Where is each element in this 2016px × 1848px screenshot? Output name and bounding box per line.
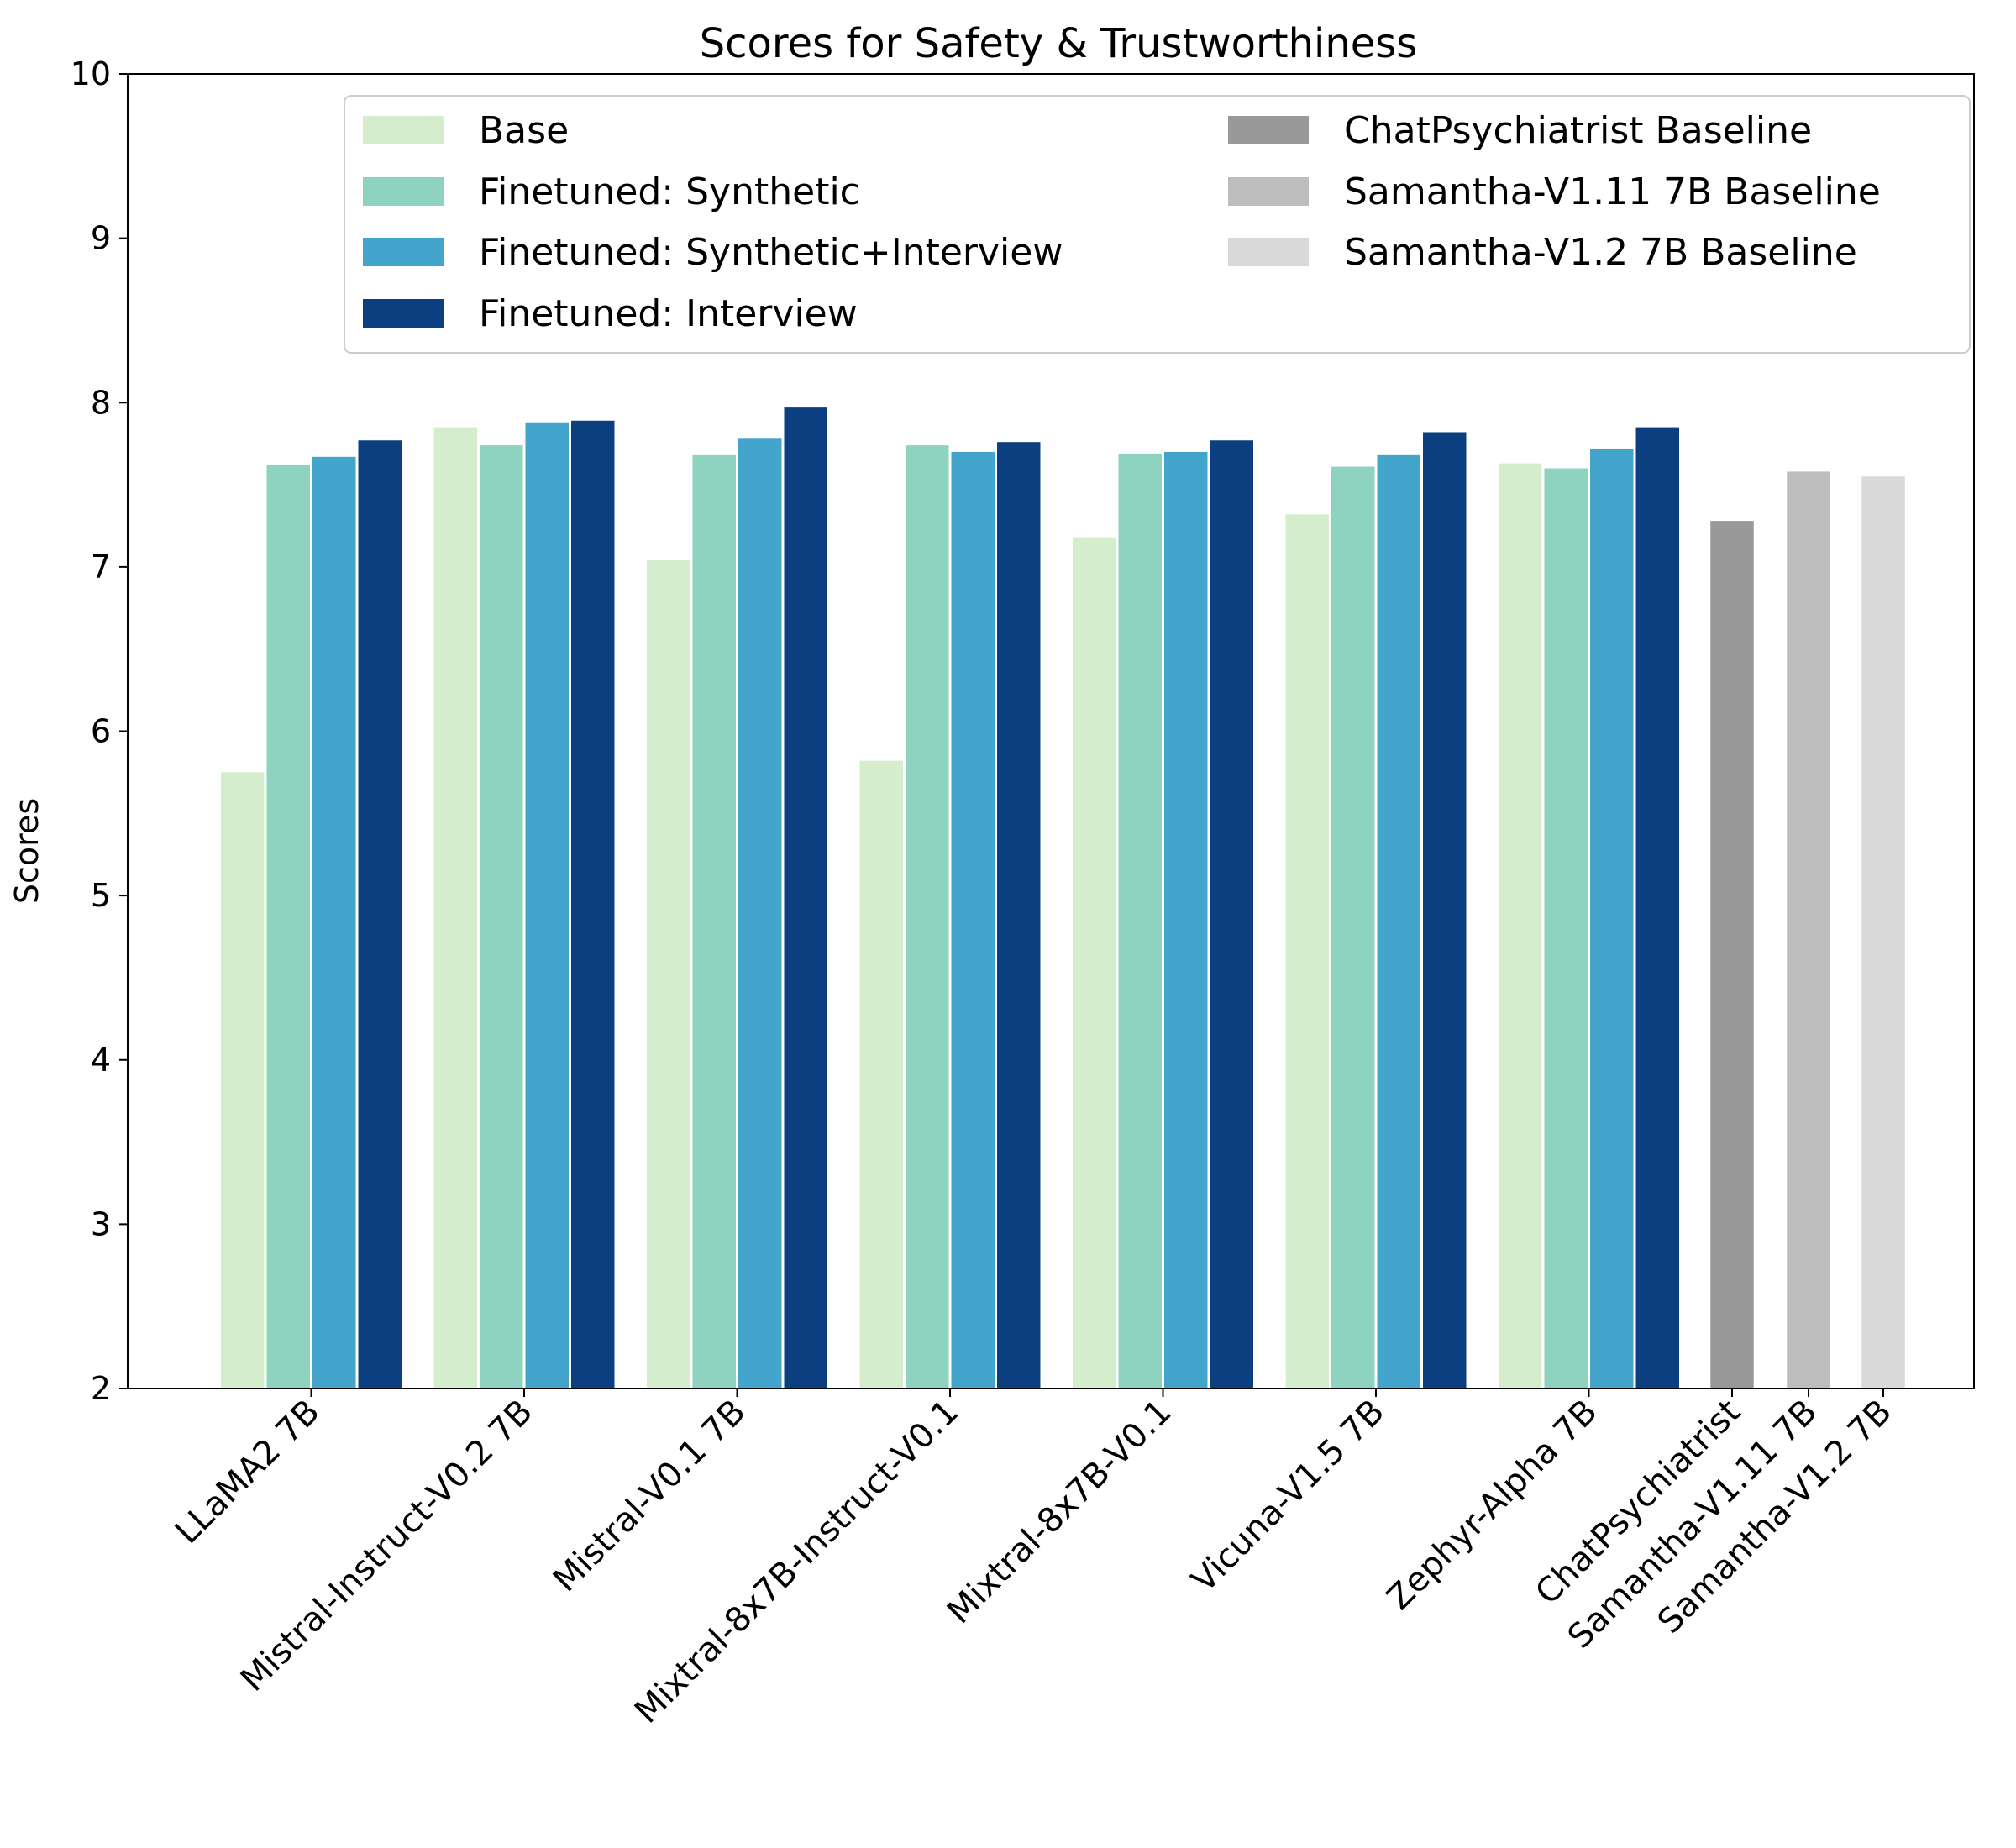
legend-label: Finetuned: Interview [479,292,858,335]
bar [1423,432,1467,1389]
bar [1544,468,1588,1389]
bar [1635,427,1679,1389]
bar [1118,453,1162,1389]
bar [433,427,477,1389]
bar [997,442,1041,1389]
y-tick-label: 9 [91,220,111,257]
bar [1499,463,1542,1389]
bar [1331,466,1375,1389]
bar [1073,537,1116,1389]
legend-swatch [363,116,444,144]
baseline-bar [1861,476,1905,1389]
legend-swatch [1228,116,1309,144]
bar [1285,514,1329,1389]
bars-layer [221,407,1905,1389]
bar [480,445,523,1389]
bar [312,456,356,1389]
bar [784,407,827,1389]
legend-swatch [363,238,444,266]
bar [738,438,782,1389]
legend-label: Samantha-V1.2 7B Baseline [1344,231,1857,274]
bar [1377,454,1420,1389]
y-tick-label: 7 [91,549,111,585]
bar [906,445,949,1389]
y-tick-label: 2 [91,1370,111,1407]
y-tick-label: 6 [91,713,111,750]
bar [266,465,310,1389]
y-tick-label: 8 [91,384,111,421]
legend-frame [344,95,1971,354]
legend-label: Base [479,109,569,152]
legend-swatch [1228,177,1309,206]
plot-frame [127,73,1975,1389]
y-tick-label: 10 [71,55,111,92]
y-axis-ticks: 2 3 4 5 6 7 8 9 10 [71,55,128,1407]
bar [1164,451,1208,1389]
x-tick-label: Vicuna-V1.5 7B [1184,1393,1392,1600]
legend-swatch [363,177,444,206]
x-tick-label: Mixtral-8x7B-V0.1 [940,1393,1179,1632]
baseline-bar [1710,521,1754,1389]
bar [571,420,615,1389]
legend-label: ChatPsychiatrist Baseline [1344,109,1812,152]
legend-swatch [363,299,444,328]
bar [951,451,995,1389]
chart-title: Scores for Safety & Trustworthiness [700,20,1418,67]
y-axis-label: Scores [8,798,45,904]
bar [1210,440,1253,1389]
bar [221,772,265,1389]
bar [859,760,903,1389]
bar [647,560,690,1389]
legend-label: Finetuned: Synthetic [479,171,860,213]
legend-swatch [1228,238,1309,266]
x-tick-label: LLaMA2 7B [168,1393,328,1552]
bar [525,422,569,1389]
legend: Base Finetuned: Synthetic Finetuned: Synth… [344,95,1971,354]
x-tick-label: Mistral-V0.1 7B [546,1393,753,1600]
baseline-bar [1787,471,1830,1389]
bar [1590,449,1634,1389]
y-tick-label: 5 [91,877,111,914]
y-tick-label: 3 [91,1205,111,1242]
legend-label: Samantha-V1.11 7B Baseline [1344,171,1881,213]
bar [358,440,402,1389]
legend-label: Finetuned: Synthetic+Interview [479,231,1063,274]
bar [692,454,736,1389]
y-tick-label: 4 [91,1042,111,1079]
